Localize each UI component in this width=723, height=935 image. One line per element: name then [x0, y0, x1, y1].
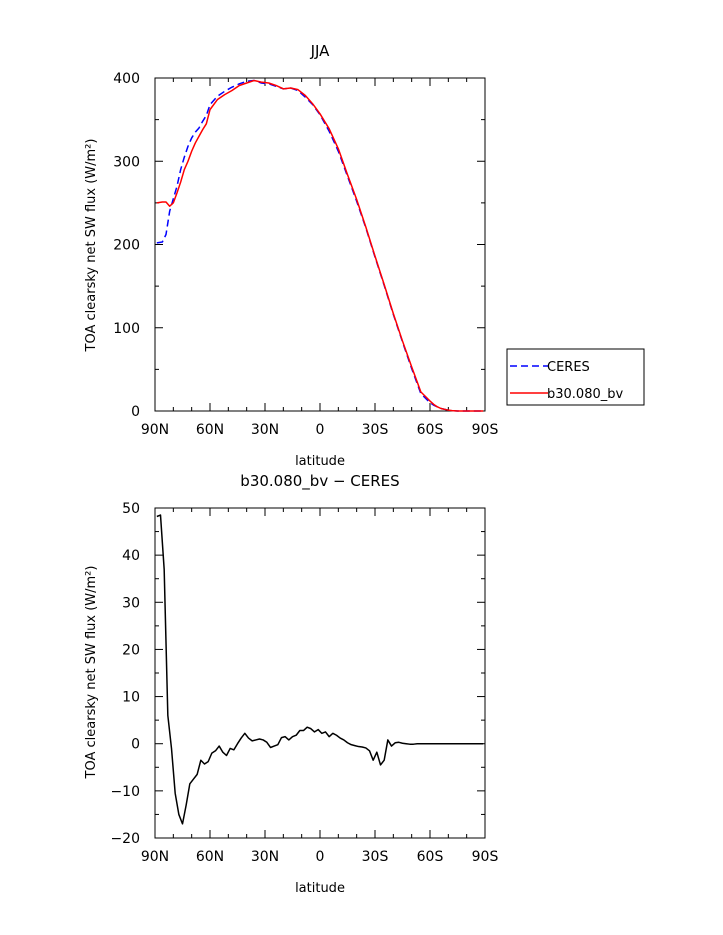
bottom-plot-frame — [154, 507, 486, 839]
bottom-x-tick-label: 90S — [472, 849, 499, 865]
legend-box — [506, 348, 645, 406]
top-x-tick-label: 30S — [362, 422, 389, 438]
legend: CERES b30.080_bv — [506, 348, 645, 406]
top-y-axis-label-group: TOA clearsky net SW flux (W/m²) — [84, 139, 99, 353]
top-series-line-b30-080-bv — [156, 79, 484, 412]
top-x-axis-label: latitude — [295, 454, 345, 469]
top-series-line-ceres — [156, 79, 484, 412]
bottom-chart-title: b30.080_bv − CERES — [240, 472, 399, 491]
top-panel: JJA TOA clearsky net SW flux (W/m²) lati… — [84, 42, 498, 469]
bottom-x-tick-label: 0 — [316, 849, 325, 865]
top-chart-title: JJA — [310, 42, 331, 60]
top-plot-area: 90N 60N 30N 0 30S 60S 90S 0 100 200 300 400 — [113, 71, 498, 438]
top-x-tick-label: 60N — [196, 422, 224, 438]
bottom-panel: b30.080_bv − CERES TOA clearsky net SW f… — [84, 472, 498, 896]
bottom-y-tick-label: 0 — [131, 737, 140, 753]
bottom-y-tick-label: 10 — [122, 690, 140, 706]
bottom-y-tick-label: −10 — [110, 784, 140, 800]
bottom-x-tick-label: 60N — [196, 849, 224, 865]
top-x-tick-label: 30N — [251, 422, 279, 438]
legend-label-ceres: CERES — [547, 360, 590, 375]
top-x-tick-label: 90S — [472, 422, 499, 438]
top-x-tick-label: 60S — [417, 422, 444, 438]
top-y-tick-label: 200 — [113, 238, 140, 254]
bottom-y-tick-label: 40 — [122, 548, 140, 564]
bottom-x-tick-label: 90N — [141, 849, 169, 865]
top-y-axis-label: TOA clearsky net SW flux (W/m²) — [84, 139, 99, 353]
bottom-x-axis-label: latitude — [295, 881, 345, 896]
bottom-y-axis-label: TOA clearsky net SW flux (W/m²) — [84, 566, 99, 780]
bottom-y-tick-label: 20 — [122, 642, 140, 658]
bottom-y-tick-label: 50 — [122, 501, 140, 517]
top-x-tick-label: 90N — [141, 422, 169, 438]
bottom-x-tick-label: 30S — [362, 849, 389, 865]
legend-label-model: b30.080_bv — [547, 387, 623, 402]
top-y-tick-label: 100 — [113, 321, 140, 337]
bottom-plot-area: 90N 60N 30N 0 30S 60S 90S −20 −10 0 10 20 30 40 50 — [110, 501, 498, 865]
bottom-x-tick-label: 60S — [417, 849, 444, 865]
bottom-y-tick-label: −20 — [110, 831, 140, 847]
bottom-y-axis-label-group: TOA clearsky net SW flux (W/m²) — [84, 566, 99, 780]
bottom-x-tick-label: 30N — [251, 849, 279, 865]
top-x-tick-label: 0 — [316, 422, 325, 438]
bottom-y-tick-label: 30 — [122, 595, 140, 611]
bottom-series-line-difference — [156, 514, 484, 825]
top-y-tick-label: 0 — [131, 404, 140, 420]
top-y-tick-label: 300 — [113, 154, 140, 170]
top-y-tick-label: 400 — [113, 71, 140, 87]
